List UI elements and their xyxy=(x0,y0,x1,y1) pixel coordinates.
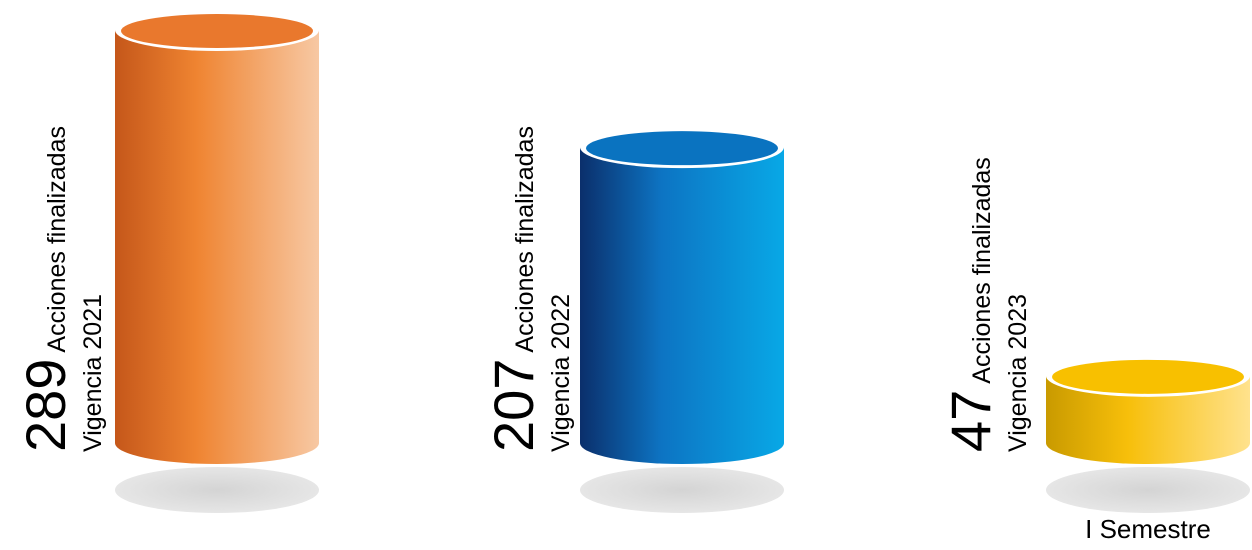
semester-annotation: I Semestre xyxy=(1085,514,1211,544)
cylinder-shadow xyxy=(1046,467,1250,513)
cylinder-shadow xyxy=(115,467,319,513)
cylinder-top xyxy=(121,14,313,48)
cylinder-shadow xyxy=(580,467,784,513)
cylinder-top xyxy=(586,131,778,165)
value-number: 47 xyxy=(939,390,1002,452)
value-unit: Acciones finalizadas xyxy=(968,157,996,384)
cylinder-body xyxy=(115,30,319,464)
cylinder-top xyxy=(1052,360,1244,394)
cylinder-bar-1: 289 Acciones finalizadas Vigencia 2021 xyxy=(14,9,319,513)
category-label: Vigencia 2022 xyxy=(547,294,575,452)
value-label: 47 Acciones finalizadas xyxy=(939,157,1002,452)
cylinder-body xyxy=(580,147,784,464)
value-unit: Acciones finalizadas xyxy=(43,126,71,353)
value-label: 289 Acciones finalizadas xyxy=(14,126,77,452)
cylinder-bar-2: 207 Acciones finalizadas Vigencia 2022 xyxy=(482,126,784,513)
category-label: Vigencia 2021 xyxy=(79,294,107,452)
value-number: 289 xyxy=(14,359,77,452)
value-unit: Acciones finalizadas xyxy=(511,126,539,353)
value-number: 207 xyxy=(482,359,545,452)
category-label: Vigencia 2023 xyxy=(1004,294,1032,452)
value-label: 207 Acciones finalizadas xyxy=(482,126,545,452)
cylinder-bar-3: 47 Acciones finalizadas Vigencia 2023 xyxy=(939,157,1250,513)
